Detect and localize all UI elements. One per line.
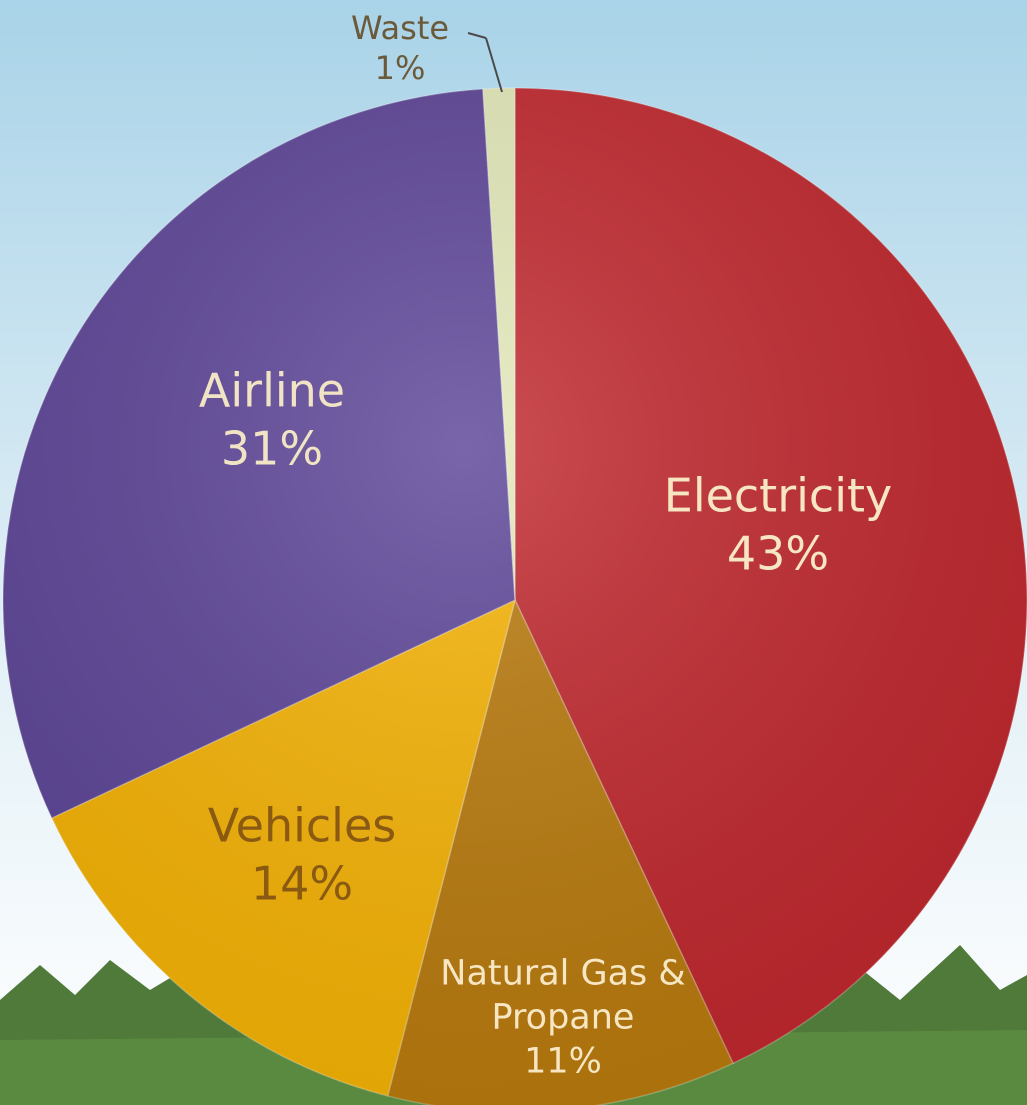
category: Waste (350, 9, 450, 47)
category: Natural Gas & Propane (440, 953, 686, 1038)
category: Airline (198, 363, 346, 418)
leader-line (485, 37, 503, 93)
slice-label: Natural Gas & Propane 11% (423, 952, 703, 1083)
slice-label: Waste 1% (300, 8, 500, 88)
category: Vehicles (207, 798, 397, 853)
value-label: 43% (726, 526, 830, 580)
slice-label: Airline 31% (122, 363, 422, 478)
value-label: 31% (220, 421, 324, 475)
slice-label: Electricity 43% (578, 468, 978, 583)
category: Electricity (663, 468, 893, 523)
leader-line (467, 32, 487, 39)
slice-label: Vehicles 14% (152, 798, 452, 913)
value-label: 1% (374, 49, 426, 87)
value-label: 14% (250, 856, 354, 910)
value-label: 11% (524, 1040, 602, 1081)
